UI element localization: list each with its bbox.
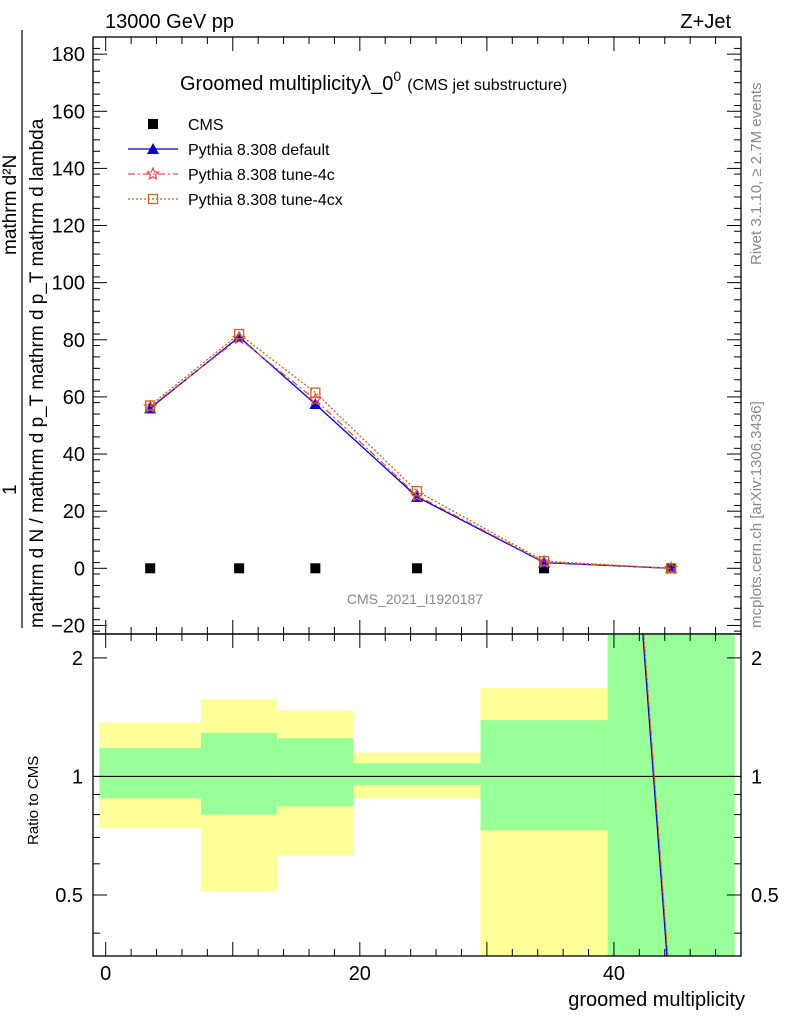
y-tick-label: 160	[52, 101, 85, 123]
ratio-plot-panel: 0 20 40 0.5 0.5 1 1 2 2	[55, 633, 779, 985]
y-tick-label: 0	[74, 558, 85, 580]
plot-subtitle: (CMS jet substructure)	[407, 77, 567, 94]
ratio-frame	[92, 633, 742, 957]
series-0-point	[539, 563, 550, 574]
ratio-y-tick-label: 1	[72, 766, 83, 788]
ratio-ylabel: Ratio to CMS	[25, 756, 42, 845]
series-0-point	[234, 563, 245, 574]
header-process: Z+Jet	[680, 11, 731, 33]
series-3-point	[665, 563, 677, 574]
rivet-version-label: Rivet 3.1.10, ≥ 2.7M events	[748, 83, 765, 266]
y-tick-label: 40	[63, 444, 85, 466]
ratio-green-band-0	[99, 748, 201, 799]
ratio-green-band-4	[480, 720, 608, 831]
series-3-point	[145, 400, 156, 411]
legend-marker-3	[147, 193, 159, 205]
y-tick-label: −20	[51, 615, 85, 637]
series-0-point	[145, 563, 156, 574]
x-tick-label: 0	[100, 963, 111, 985]
ratio-y-tick-label: 0.5	[55, 885, 83, 907]
ratio-y-tick-label-right: 0.5	[751, 885, 779, 907]
ratio-line-tune-4c	[643, 633, 669, 957]
ylabel-denominator: mathrm d N / mathrm d p_T mathrm d p_T m…	[27, 118, 48, 628]
ratio-y-tick-label: 2	[72, 648, 83, 670]
xlabel: groomed multiplicity	[568, 989, 745, 1011]
legend-entry-2: Pythia 8.308 tune-4c	[188, 167, 335, 184]
series-0-point	[310, 563, 321, 574]
ratio-y-tick-label-right: 1	[751, 766, 762, 788]
series-3-point	[411, 486, 423, 497]
ratio-y-tick-label-right: 2	[751, 648, 762, 670]
ylabel-right-numerator: mathrm d²N	[0, 155, 21, 255]
mcplots-label: mcplots.cern.ch [arXiv:1306.3436]	[748, 401, 765, 628]
series-3-point	[310, 387, 321, 398]
legend-entry-1: Pythia 8.308 default	[188, 142, 330, 159]
ylabel-numerator: 1	[0, 484, 21, 495]
legend-marker-0	[148, 119, 158, 129]
ratio-green-band-5	[607, 634, 735, 956]
legend-marker-2	[145, 166, 161, 181]
series-1-point	[309, 398, 322, 410]
x-tick-label: 20	[349, 963, 371, 985]
series-line-2	[149, 337, 672, 569]
series-line-3	[149, 333, 672, 569]
legend-marker-1	[147, 143, 159, 154]
series-3-point	[233, 328, 245, 340]
y-tick-label: 140	[52, 158, 85, 180]
y-tick-label: 120	[52, 216, 85, 238]
x-tick-label: 40	[603, 963, 625, 985]
analysis-watermark: CMS_2021_I1920187	[347, 591, 483, 607]
plot-title: Groomed multiplicityλ_00 (CMS jet substru…	[180, 68, 567, 95]
y-tick-label: 80	[63, 330, 85, 352]
series-2-point	[308, 392, 323, 406]
series-line-1	[149, 336, 672, 569]
ratio-line-default	[642, 633, 668, 957]
plot-title-text: Groomed multiplicityλ_0	[180, 73, 393, 95]
main-plot-panel: −20 0 20 40 60 80 100 120 140 160 180 CMS Pythia 8.3…	[51, 36, 742, 637]
y-tick-label: 100	[52, 273, 85, 295]
y-tick-label: 60	[63, 387, 85, 409]
plot-title-superscript: 0	[393, 68, 401, 84]
header-energy: 13000 GeV pp	[105, 11, 234, 33]
series-0-point	[412, 563, 422, 574]
legend-entry-3: Pythia 8.308 tune-4cx	[188, 192, 343, 209]
ratio-green-band-1	[201, 732, 278, 815]
y-tick-label: 20	[63, 501, 85, 523]
ratio-green-band-3	[353, 763, 481, 786]
legend-entry-0: CMS	[188, 117, 224, 134]
series-3-point	[538, 556, 550, 567]
y-tick-label: 180	[52, 44, 85, 66]
legend: CMS Pythia 8.308 default Pythia 8.308 tune…	[128, 117, 343, 209]
ratio-green-band-2	[277, 738, 354, 807]
